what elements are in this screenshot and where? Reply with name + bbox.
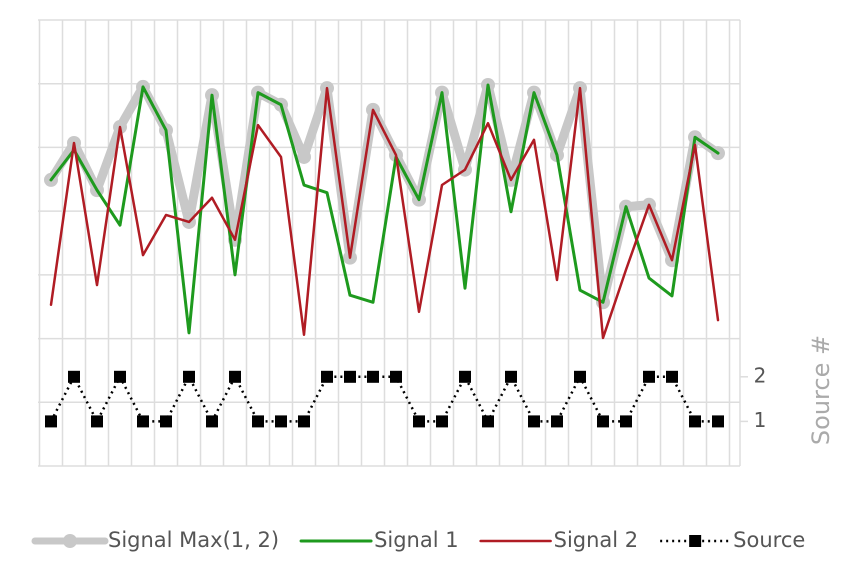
point xyxy=(528,415,540,428)
legend-marker xyxy=(689,535,702,547)
point xyxy=(229,370,241,383)
y2-tick-label: 1 xyxy=(754,408,767,432)
point xyxy=(206,415,218,428)
point xyxy=(160,415,172,428)
legend-label: Source xyxy=(733,528,805,552)
point xyxy=(643,370,655,383)
y2-tick-label: 2 xyxy=(754,363,767,387)
legend-marker xyxy=(63,534,77,548)
point xyxy=(413,415,425,428)
legend-label: Signal Max(1, 2) xyxy=(108,528,279,552)
point xyxy=(482,415,494,428)
point xyxy=(183,370,195,383)
point xyxy=(597,415,609,428)
point xyxy=(459,370,471,383)
point xyxy=(505,370,517,383)
point xyxy=(114,370,126,383)
point xyxy=(551,415,563,428)
point xyxy=(275,415,287,428)
point xyxy=(367,370,379,383)
point xyxy=(620,415,632,428)
point xyxy=(689,415,701,428)
point xyxy=(436,415,448,428)
point xyxy=(390,370,402,383)
point xyxy=(91,415,103,428)
point xyxy=(298,415,310,428)
point xyxy=(321,370,333,383)
point xyxy=(252,415,264,428)
point xyxy=(666,370,678,383)
point xyxy=(45,415,57,428)
point xyxy=(712,415,724,428)
point xyxy=(68,370,80,383)
point xyxy=(344,370,356,383)
series-line xyxy=(49,83,720,335)
series-line xyxy=(49,86,720,340)
point xyxy=(574,370,586,383)
y2-axis-label: Source # xyxy=(807,335,835,445)
point xyxy=(137,415,149,428)
point xyxy=(297,149,311,164)
legend-label: Signal 2 xyxy=(554,528,639,552)
legend-label: Signal 1 xyxy=(374,528,459,552)
